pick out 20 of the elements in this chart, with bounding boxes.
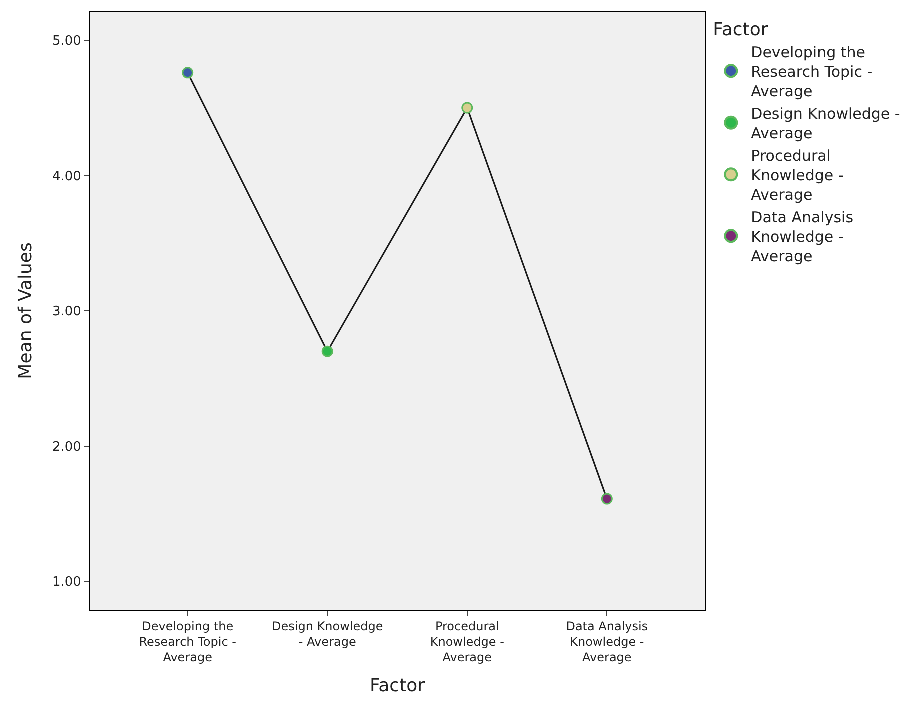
x-tick-label: Procedural Knowledge - Average — [430, 619, 504, 665]
y-tick-label: 3.00 — [52, 304, 82, 320]
x-axis-title: Factor — [713, 19, 769, 40]
legend-label: Developing the Research Topic - Average — [751, 44, 873, 100]
y-tick-label: 4.00 — [52, 169, 82, 184]
x-tick-label: Data Analysis Knowledge - Average — [566, 619, 648, 665]
legend-label: Design Knowledge - Average — [751, 105, 900, 142]
legend-label: Data Analysis Knowledge - Average — [751, 208, 854, 266]
point — [182, 67, 194, 79]
y-axis-title: Mean of Values — [16, 242, 37, 380]
y-tick-label: 2.00 — [52, 440, 82, 455]
point — [462, 102, 474, 114]
legend-label: Procedural Knowledge - Average — [751, 147, 844, 204]
point — [322, 346, 334, 358]
x-tick-label: Developing the Research Topic - Average — [139, 619, 236, 665]
x-tick-label: Design Knowledge - Average — [272, 619, 384, 649]
legend-title: Factor — [370, 676, 426, 697]
y-tick-label: 1.00 — [52, 575, 82, 590]
y-tick-label: 5.00 — [52, 34, 82, 49]
point — [601, 493, 613, 505]
